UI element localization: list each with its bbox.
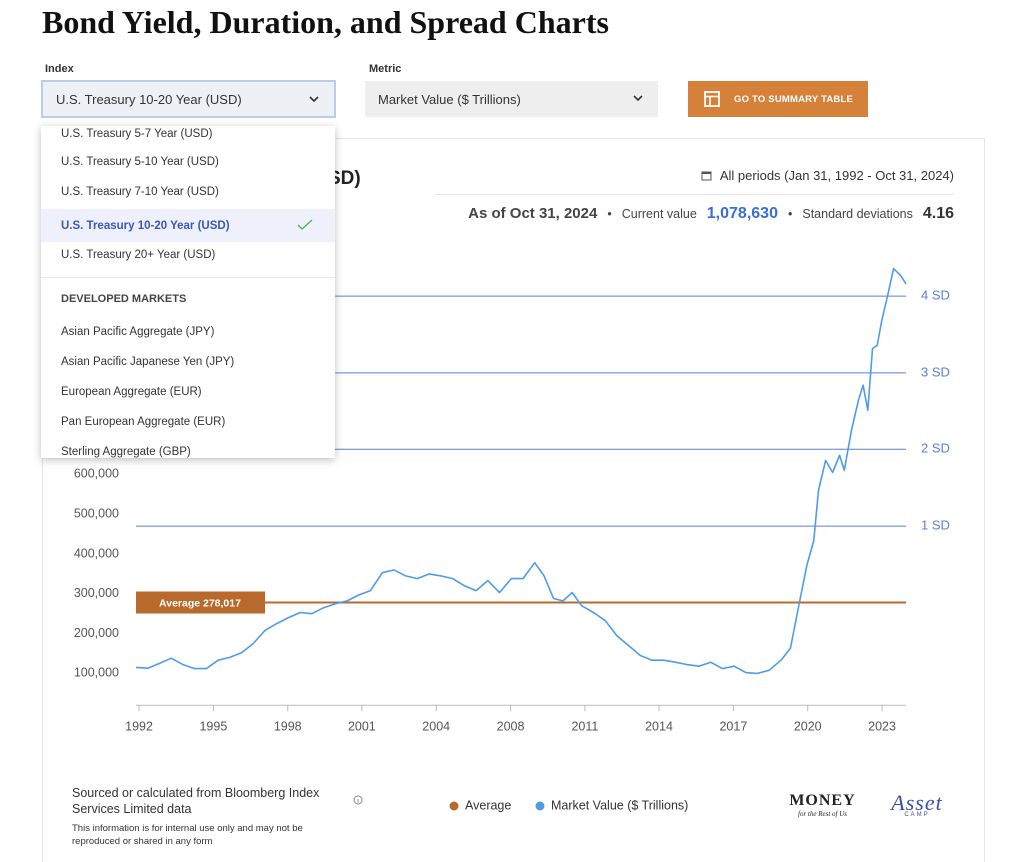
x-tick-label: 1992 xyxy=(125,719,153,733)
summary-button[interactable]: GO TO SUMMARY TABLE xyxy=(688,81,868,117)
source-note: Sourced or calculated from Bloomberg Ind… xyxy=(72,786,320,816)
disclaimer: This information is for internal use onl… xyxy=(72,823,303,847)
chevron-icon xyxy=(633,95,643,102)
metric-value: Market Value ($ Trillions) xyxy=(378,91,521,107)
sd-value: 4.16 xyxy=(922,205,954,222)
logo-money-text: MONEY xyxy=(789,792,856,809)
logo-money: MONEY for the Rest of Us xyxy=(785,792,860,818)
as-of: As of Oct 31, 2024 xyxy=(468,205,598,222)
current-value-label: Current value xyxy=(621,207,697,221)
legend-swatch xyxy=(535,801,545,811)
sd-label: Standard deviations xyxy=(802,207,913,221)
metric-label: Metric xyxy=(369,63,402,75)
series-line xyxy=(135,267,907,675)
period-selector[interactable]: All periods (Jan 31, 1992 - Oct 31, 2024… xyxy=(701,168,954,183)
page-title: Bond Yield, Duration, and Spread Charts xyxy=(42,4,609,40)
logo-asset-text: Asset xyxy=(891,790,943,815)
current-value: 1,078,630 xyxy=(706,205,778,222)
y-tick-label: 500,000 xyxy=(74,506,119,520)
chart-card xyxy=(42,138,985,862)
period-text: All periods (Jan 31, 1992 - Oct 31, 2024… xyxy=(719,168,954,183)
index-value: U.S. Treasury 10-20 Year (USD) xyxy=(56,91,242,107)
calendar-icon xyxy=(701,171,712,181)
y-tick-label: 300,000 xyxy=(74,586,119,600)
dropdown-group: DEVELOPED MARKETS xyxy=(61,293,187,305)
x-tick-label: 2014 xyxy=(645,719,673,733)
x-tick-label: 1998 xyxy=(274,719,302,733)
x-tick-label: 2017 xyxy=(719,719,747,733)
x-tick-label: 2008 xyxy=(497,719,525,733)
x-tick-label: 2004 xyxy=(422,719,450,733)
divider xyxy=(435,194,954,195)
dropdown-divider xyxy=(41,277,335,278)
sd-label: 4 SD xyxy=(921,288,950,303)
chart-title-fragment: SD) xyxy=(328,168,361,189)
dropdown-item[interactable]: U.S. Treasury 5-7 Year (USD) xyxy=(61,128,213,140)
table-icon xyxy=(704,91,720,107)
logo-money-sub: for the Rest of Us xyxy=(798,810,847,818)
check-icon xyxy=(297,219,313,230)
y-tick-label: 600,000 xyxy=(74,467,119,481)
index-dropdown: U.S. Treasury 5-7 Year (USD) U.S. Treasur… xyxy=(41,126,335,458)
y-tick-label: 100,000 xyxy=(74,666,119,680)
chevron-icon xyxy=(309,96,319,103)
separator: • xyxy=(607,207,612,221)
stats-row: As of Oct 31, 2024 • Current value 1,078… xyxy=(468,205,954,223)
legend-swatch xyxy=(449,801,459,811)
legend-label: Market Value ($ Trillions) xyxy=(551,798,688,812)
y-tick-label: 400,000 xyxy=(74,546,119,560)
dropdown-item[interactable]: Sterling Aggregate (GBP) xyxy=(61,446,191,458)
logo-asset-sub: CAMP xyxy=(904,812,930,818)
dropdown-item[interactable]: European Aggregate (EUR) xyxy=(61,386,202,398)
dropdown-item[interactable]: U.S. Treasury 5-10 Year (USD) xyxy=(61,156,219,168)
metric-select[interactable]: Market Value ($ Trillions) xyxy=(365,81,658,117)
info-icon[interactable] xyxy=(353,795,363,805)
dropdown-item[interactable]: U.S. Treasury 10-20 Year (USD) xyxy=(41,209,335,242)
dropdown-item[interactable]: Asian Pacific Japanese Yen (JPY) xyxy=(61,356,235,368)
average-label: Average 278,017 xyxy=(159,597,241,609)
summary-button-text: GO TO SUMMARY TABLE xyxy=(734,93,854,105)
separator: • xyxy=(787,207,793,221)
sd-label: 1 SD xyxy=(921,518,950,533)
x-tick-label: 2023 xyxy=(868,719,896,733)
average-label-box xyxy=(136,591,265,614)
dropdown-item[interactable]: U.S. Treasury 7-10 Year (USD) xyxy=(61,186,219,198)
x-tick-label: 2001 xyxy=(348,719,376,733)
index-select[interactable]: U.S. Treasury 10-20 Year (USD) xyxy=(41,80,336,118)
logo-asset: Asset CAMP xyxy=(878,790,956,818)
sd-label: 2 SD xyxy=(921,441,950,456)
dropdown-item[interactable]: U.S. Treasury 20+ Year (USD) xyxy=(61,249,216,261)
sd-label: 3 SD xyxy=(921,364,950,379)
x-tick-label: 2011 xyxy=(571,719,598,733)
x-tick-label: 1995 xyxy=(199,719,227,733)
y-tick-label: 200,000 xyxy=(74,626,119,640)
legend-label: Average xyxy=(465,798,511,812)
index-label: Index xyxy=(45,63,74,75)
dropdown-item[interactable]: Asian Pacific Aggregate (JPY) xyxy=(61,326,215,338)
dropdown-item[interactable]: Pan European Aggregate (EUR) xyxy=(61,416,226,428)
x-tick-label: 2020 xyxy=(794,719,822,733)
